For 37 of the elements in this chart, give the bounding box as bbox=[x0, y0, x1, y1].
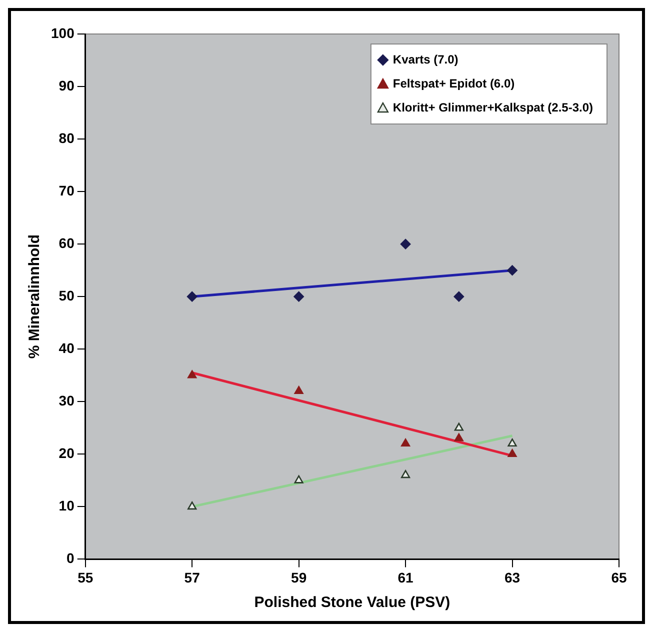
point bbox=[188, 502, 197, 510]
point bbox=[294, 291, 304, 302]
point bbox=[507, 265, 518, 276]
point bbox=[508, 449, 517, 458]
y-tick-label: 30 bbox=[58, 392, 75, 408]
legend-label: Feltspat+ Epidot (6.0) bbox=[392, 76, 515, 90]
y-tick-label: 100 bbox=[51, 24, 75, 41]
point bbox=[454, 422, 464, 431]
y-tick-label: 60 bbox=[58, 234, 75, 251]
point bbox=[508, 438, 517, 447]
y-tick-label: 90 bbox=[58, 77, 75, 94]
x-axis-title: Polished Stone Value (PSV) bbox=[254, 594, 450, 612]
y-tick-label: 50 bbox=[58, 287, 75, 304]
point bbox=[294, 386, 304, 394]
x-tick-label: 65 bbox=[611, 569, 627, 586]
legend-label: Kloritt+ Glimmer+Kalkspat (2.5-3.0) bbox=[392, 100, 594, 114]
x-tick-label: 55 bbox=[78, 569, 94, 586]
y-tick-label: 70 bbox=[58, 182, 75, 198]
point bbox=[400, 470, 410, 478]
point bbox=[186, 291, 198, 302]
x-tick-label: 61 bbox=[398, 569, 414, 586]
point bbox=[454, 291, 464, 302]
x-tick-label: 57 bbox=[184, 569, 200, 586]
y-tick-label: 20 bbox=[58, 445, 75, 462]
point bbox=[188, 370, 197, 378]
y-axis-title: % Mineralinnhold bbox=[26, 234, 44, 359]
y-tick-label: 10 bbox=[58, 498, 75, 514]
point bbox=[400, 238, 411, 250]
legend-label: Kvarts (7.0) bbox=[392, 52, 458, 66]
y-tick-label: 0 bbox=[66, 550, 75, 566]
y-tick-label: 80 bbox=[58, 130, 75, 146]
x-tick-label: 63 bbox=[504, 569, 520, 586]
x-tick-label: 59 bbox=[291, 569, 307, 586]
point bbox=[454, 433, 464, 442]
y-tick-label: 40 bbox=[58, 340, 75, 356]
point bbox=[294, 475, 304, 484]
point bbox=[400, 438, 410, 447]
